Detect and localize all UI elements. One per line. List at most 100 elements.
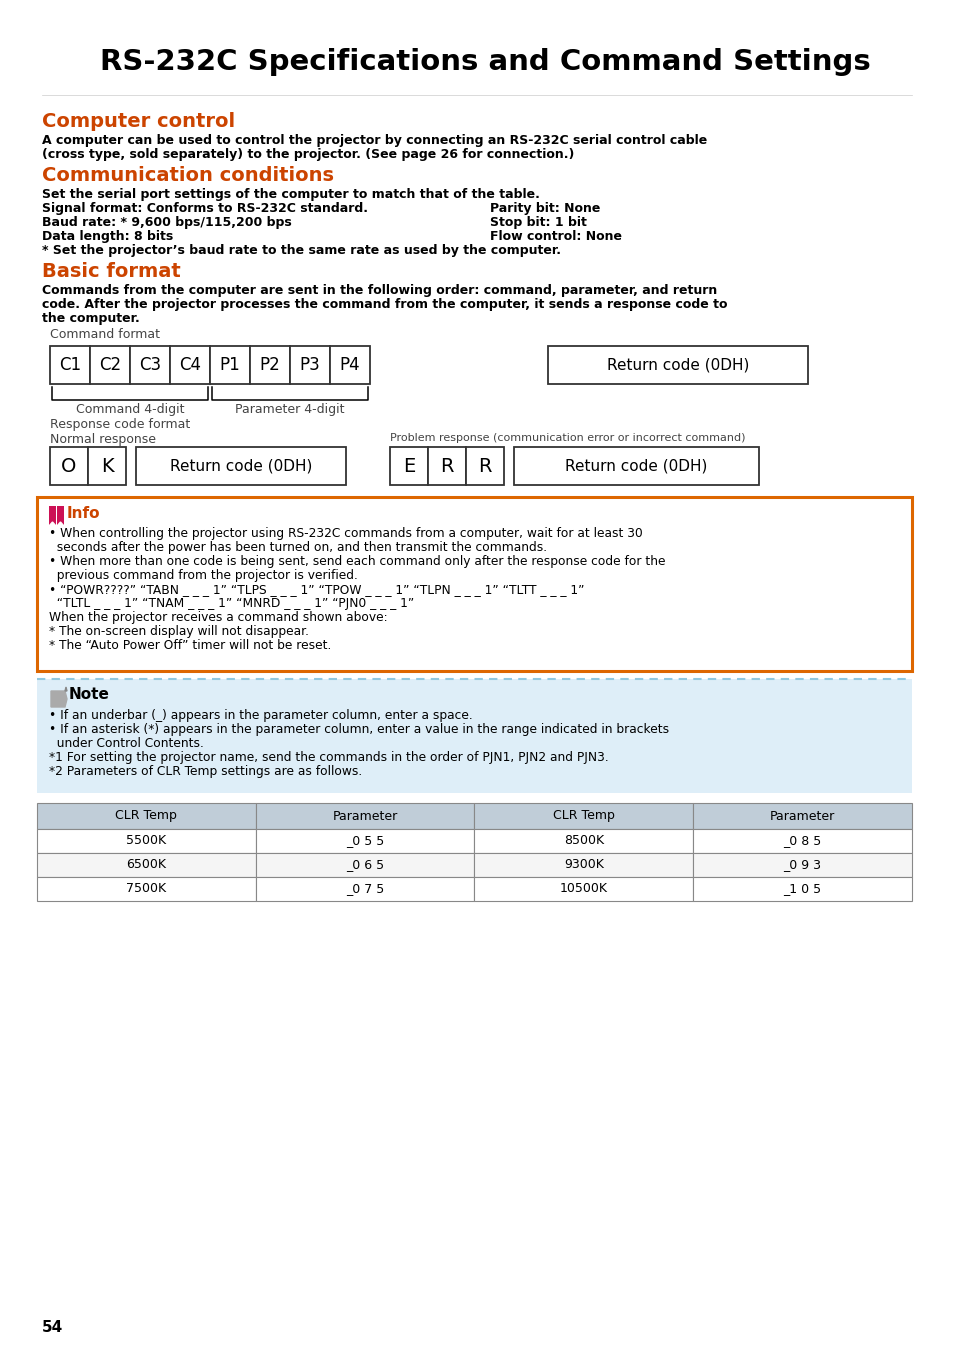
Bar	[130, 346, 170, 384]
Bar	[210, 346, 250, 384]
Bar	[474, 877, 693, 900]
Bar	[37, 803, 255, 829]
Bar	[250, 346, 290, 384]
Text: • If an underbar (_) appears in the parameter column, enter a space.: • If an underbar (_) appears in the para…	[49, 708, 473, 722]
Text: Flow control: None: Flow control: None	[490, 230, 621, 243]
Text: Signal format: Conforms to RS-232C standard.: Signal format: Conforms to RS-232C stand…	[42, 201, 368, 215]
Bar	[37, 679, 911, 794]
Text: *1 For setting the projector name, send the commands in the order of PJN1, PJN2 : *1 For setting the projector name, send …	[49, 750, 608, 764]
Text: RS-232C Specifications and Command Settings: RS-232C Specifications and Command Setti…	[100, 49, 870, 76]
Text: the computer.: the computer.	[42, 312, 139, 324]
Text: _0 6 5: _0 6 5	[346, 859, 384, 872]
Text: Response code format: Response code format	[50, 418, 190, 431]
Bar	[693, 853, 911, 877]
Text: P2: P2	[259, 356, 280, 375]
Ellipse shape	[0, 0, 107, 112]
Text: When the projector receives a command shown above:: When the projector receives a command sh…	[49, 611, 387, 625]
Bar	[474, 829, 693, 853]
Text: C1: C1	[59, 356, 81, 375]
Text: Basic format: Basic format	[42, 262, 180, 281]
Polygon shape	[51, 691, 67, 707]
Text: C4: C4	[179, 356, 201, 375]
Text: P3: P3	[299, 356, 320, 375]
Bar	[547, 346, 807, 384]
Text: *2 Parameters of CLR Temp settings are as follows.: *2 Parameters of CLR Temp settings are a…	[49, 765, 362, 777]
Text: • If an asterisk (*) appears in the parameter column, enter a value in the range: • If an asterisk (*) appears in the para…	[49, 723, 668, 735]
Bar	[514, 448, 759, 485]
Bar	[90, 346, 130, 384]
Bar	[693, 829, 911, 853]
Text: P4: P4	[339, 356, 360, 375]
Bar	[255, 803, 474, 829]
Text: Parameter 4-digit: Parameter 4-digit	[235, 403, 344, 416]
Bar	[50, 346, 90, 384]
Text: • “POWR????” “TABN _ _ _ 1” “TLPS _ _ _ 1” “TPOW _ _ _ 1” “TLPN _ _ _ 1” “TLTT _: • “POWR????” “TABN _ _ _ 1” “TLPS _ _ _ …	[49, 583, 584, 596]
Text: _0 7 5: _0 7 5	[346, 883, 384, 895]
Polygon shape	[57, 522, 64, 526]
Text: code. After the projector processes the command from the computer, it sends a re: code. After the projector processes the …	[42, 297, 727, 311]
Bar	[290, 346, 330, 384]
Text: _0 8 5: _0 8 5	[782, 834, 821, 848]
Polygon shape	[65, 687, 67, 691]
Text: Return code (0DH): Return code (0DH)	[606, 357, 748, 373]
Polygon shape	[49, 522, 56, 526]
Text: _1 0 5: _1 0 5	[782, 883, 821, 895]
Text: P1: P1	[219, 356, 240, 375]
Bar	[428, 448, 465, 485]
Text: 6500K: 6500K	[126, 859, 166, 872]
Text: _0 9 3: _0 9 3	[782, 859, 821, 872]
Text: Computer control: Computer control	[42, 112, 234, 131]
Text: R: R	[477, 457, 491, 476]
Text: Baud rate: * 9,600 bps/115,200 bps: Baud rate: * 9,600 bps/115,200 bps	[42, 216, 292, 228]
Text: Note: Note	[69, 687, 110, 702]
Text: 9300K: 9300K	[563, 859, 603, 872]
Text: Parity bit: None: Parity bit: None	[490, 201, 599, 215]
Text: * The “Auto Power Off” timer will not be reset.: * The “Auto Power Off” timer will not be…	[49, 639, 331, 652]
Text: Commands from the computer are sent in the following order: command, parameter, : Commands from the computer are sent in t…	[42, 284, 717, 297]
Bar	[37, 498, 911, 671]
Text: A computer can be used to control the projector by connecting an RS-232C serial : A computer can be used to control the pr…	[42, 134, 706, 147]
Text: • When more than one code is being sent, send each command only after the respon: • When more than one code is being sent,…	[49, 556, 665, 568]
Text: Data length: 8 bits: Data length: 8 bits	[42, 230, 173, 243]
Bar	[390, 448, 428, 485]
Text: _0 5 5: _0 5 5	[346, 834, 384, 848]
Text: 7500K: 7500K	[126, 883, 166, 895]
Text: • When controlling the projector using RS-232C commands from a computer, wait fo: • When controlling the projector using R…	[49, 527, 642, 539]
Text: Info: Info	[67, 506, 100, 521]
Text: under Control Contents.: under Control Contents.	[49, 737, 204, 750]
Bar	[136, 448, 346, 485]
Text: C3: C3	[139, 356, 161, 375]
Text: Parameter: Parameter	[769, 810, 835, 822]
Bar	[88, 448, 126, 485]
Bar	[465, 448, 503, 485]
Bar	[49, 506, 56, 526]
Bar	[37, 853, 255, 877]
Text: O: O	[61, 457, 76, 476]
Bar	[50, 448, 88, 485]
Text: Parameter: Parameter	[333, 810, 397, 822]
Text: R: R	[439, 457, 454, 476]
Bar	[170, 346, 210, 384]
Bar	[57, 506, 64, 526]
Bar	[37, 829, 255, 853]
Bar	[693, 877, 911, 900]
Bar	[330, 346, 370, 384]
Text: Set the serial port settings of the computer to match that of the table.: Set the serial port settings of the comp…	[42, 188, 539, 201]
Bar	[474, 853, 693, 877]
Bar	[255, 877, 474, 900]
Text: 8500K: 8500K	[563, 834, 603, 848]
Text: (cross type, sold separately) to the projector. (See page 26 for connection.): (cross type, sold separately) to the pro…	[42, 147, 574, 161]
Text: C2: C2	[99, 356, 121, 375]
Text: Return code (0DH): Return code (0DH)	[170, 458, 312, 473]
Text: Command 4-digit: Command 4-digit	[75, 403, 184, 416]
Text: Normal response: Normal response	[50, 433, 156, 446]
Bar	[693, 803, 911, 829]
Text: “TLTL _ _ _ 1” “TNAM _ _ _ 1” “MNRD _ _ _ 1” “PJN0 _ _ _ 1”: “TLTL _ _ _ 1” “TNAM _ _ _ 1” “MNRD _ _ …	[49, 598, 414, 610]
Text: Stop bit: 1 bit: Stop bit: 1 bit	[490, 216, 586, 228]
Text: Communication conditions: Communication conditions	[42, 166, 334, 185]
Text: seconds after the power has been turned on, and then transmit the commands.: seconds after the power has been turned …	[49, 541, 547, 554]
Text: * The on-screen display will not disappear.: * The on-screen display will not disappe…	[49, 625, 309, 638]
Text: 54: 54	[42, 1320, 63, 1334]
Bar	[255, 853, 474, 877]
Bar	[474, 803, 693, 829]
